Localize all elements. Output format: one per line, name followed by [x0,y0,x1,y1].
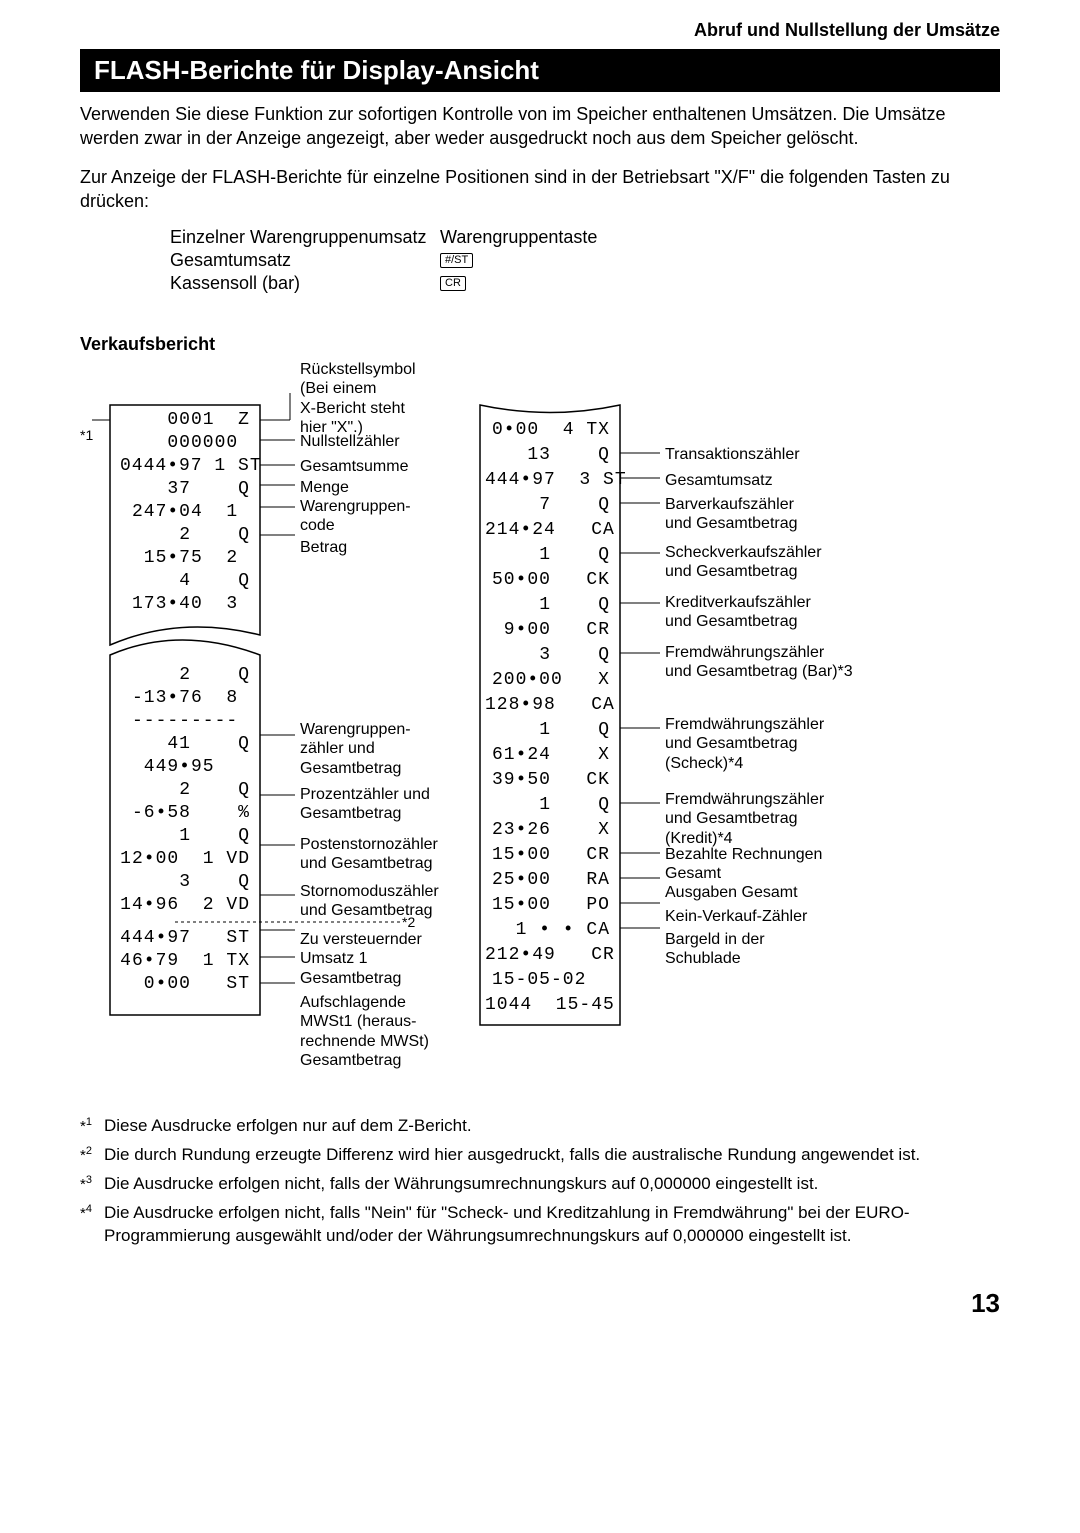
label-nullcount: Nullstellzähler [300,432,400,451]
label-deptcode: Warengruppen- code [300,497,411,535]
left-upper-line-8: 173•40 3 [120,594,250,614]
right-line-16: 23•26 X [485,820,610,840]
fn2-text: Die durch Rundung erzeugte Differenz wir… [104,1144,1000,1167]
left-upper-line-3: 37 Q [120,479,250,499]
key-box-cr: CR [440,276,466,291]
label-total: Gesamtumsatz [665,471,773,490]
label-qty: Menge [300,478,349,497]
fn4-text: Die Ausdrucke erfolgen nicht, falls "Nei… [104,1202,1000,1248]
left-upper-line-1: 000000 [120,433,250,453]
section-title: Verkaufsbericht [80,334,1000,355]
left-upper-line-6: 15•75 2 [120,548,250,568]
right-line-1: 13 Q [485,445,610,465]
label-fx-credit: Fremdwährungszähler und Gesamtbetrag (Kr… [665,790,824,848]
label-dept: Warengruppen- zähler und Gesamtbetrag [300,720,411,778]
right-line-4: 214•24 CA [485,520,610,540]
star2-label: *2 [402,914,415,931]
right-line-17: 15•00 CR [485,845,610,865]
keys-row1-value: Warengruppentaste [440,227,597,248]
left-lower-line-0: 2 Q [120,665,250,685]
keys-row3-label: Kassensoll (bar) [170,273,440,294]
left-lower-line-12: 46•79 1 TX [120,951,250,971]
left-lower-line-7: 1 Q [120,826,250,846]
right-line-0: 0•00 4 TX [485,420,610,440]
label-amount: Betrag [300,538,347,557]
left-lower-line-9: 3 Q [120,872,250,892]
label-trans: Transaktionszähler [665,445,800,464]
left-lower-line-11: 444•97 ST [120,928,250,948]
left-lower-line-8: 12•00 1 VD [120,849,250,869]
star1-label: *1 [80,427,93,444]
left-lower-line-13: 0•00 ST [120,974,250,994]
left-upper-line-5: 2 Q [120,525,250,545]
left-upper-line-0: 0001 Z [120,410,250,430]
right-line-2: 444•97 3 ST [485,470,610,490]
fn3-star: *3 [80,1173,104,1196]
label-credit: Kreditverkaufszähler und Gesamtbetrag [665,593,811,631]
label-fx-cash: Fremdwährungszähler und Gesamtbetrag (Ba… [665,643,853,681]
left-lower-line-2: --------- [120,711,250,731]
label-ra: Bezahlte Rechnungen Gesamt [665,845,822,883]
page-title: FLASH-Berichte für Display-Ansicht [80,49,1000,92]
fn4-star: *4 [80,1202,104,1248]
left-lower-line-4: 449•95 [120,757,250,777]
key-box-stst: #/ST [440,253,473,268]
right-line-15: 1 Q [485,795,610,815]
label-void: Postenstornozähler und Gesamtbetrag [300,835,438,873]
left-upper-line-7: 4 Q [120,571,250,591]
label-pct: Prozentzähler und Gesamtbetrag [300,785,430,823]
right-line-19: 15•00 PO [485,895,610,915]
fn3-text: Die Ausdrucke erfolgen nicht, falls der … [104,1173,1000,1196]
report-area: *1 0001 Z 000000 0444•97 1 ST 37 Q 247•0… [80,365,1000,1085]
right-line-23: 1044 15-45 [485,995,610,1015]
right-line-13: 61•24 X [485,745,610,765]
fn2-star: *2 [80,1144,104,1167]
left-lower-line-10: 14•96 2 VD [120,895,250,915]
right-line-11: 128•98 CA [485,695,610,715]
intro-paragraph-1: Verwenden Sie diese Funktion zur soforti… [80,102,1000,151]
label-vat: Aufschlagende MWSt1 (heraus- rechnende M… [300,993,429,1070]
footnotes: *1Diese Ausdrucke erfolgen nur auf dem Z… [80,1115,1000,1248]
right-line-10: 200•00 X [485,670,610,690]
label-nosale: Kein-Verkauf-Zähler [665,907,807,926]
right-line-12: 1 Q [485,720,610,740]
left-lower-line-6: -6•58 % [120,803,250,823]
header-label: Abruf und Nullstellung der Umsätze [80,20,1000,41]
page-number: 13 [80,1288,1000,1319]
right-line-18: 25•00 RA [485,870,610,890]
label-vmode: Stornomoduszähler und Gesamtbetrag [300,882,439,920]
right-line-8: 9•00 CR [485,620,610,640]
label-drawer: Bargeld in der Schublade [665,930,765,968]
left-lower-line-5: 2 Q [120,780,250,800]
label-po: Ausgaben Gesamt [665,883,798,902]
right-line-14: 39•50 CK [485,770,610,790]
label-cash: Barverkaufszähler und Gesamtbetrag [665,495,798,533]
left-upper-line-4: 247•04 1 [120,502,250,522]
keys-row2-label: Gesamtumsatz [170,250,440,271]
intro-paragraph-2: Zur Anzeige der FLASH-Berichte für einze… [80,165,1000,214]
fn1-text: Diese Ausdrucke erfolgen nur auf dem Z-B… [104,1115,1000,1138]
label-fx-check: Fremdwährungszähler und Gesamtbetrag (Sc… [665,715,824,773]
keys-table: Einzelner Warengruppenumsatz Warengruppe… [170,227,1000,294]
right-line-7: 1 Q [485,595,610,615]
label-totalsum: Gesamtsumme [300,457,408,476]
left-upper-line-2: 0444•97 1 ST [120,456,250,476]
label-tax: Zu versteuernder Umsatz 1 Gesamtbetrag [300,930,422,988]
right-line-6: 50•00 CK [485,570,610,590]
right-line-22: 15-05-02 [485,970,610,990]
left-lower-line-1: -13•76 8 [120,688,250,708]
label-check: Scheckverkaufszähler und Gesamtbetrag [665,543,822,581]
right-line-20: 1 • • CA [485,920,610,940]
label-reset: Rückstellsymbol (Bei einem X-Bericht ste… [300,360,416,437]
right-line-3: 7 Q [485,495,610,515]
fn1-star: *1 [80,1115,104,1138]
right-line-21: 212•49 CR [485,945,610,965]
right-line-5: 1 Q [485,545,610,565]
keys-row1-label: Einzelner Warengruppenumsatz [170,227,440,248]
right-line-9: 3 Q [485,645,610,665]
left-lower-line-3: 41 Q [120,734,250,754]
